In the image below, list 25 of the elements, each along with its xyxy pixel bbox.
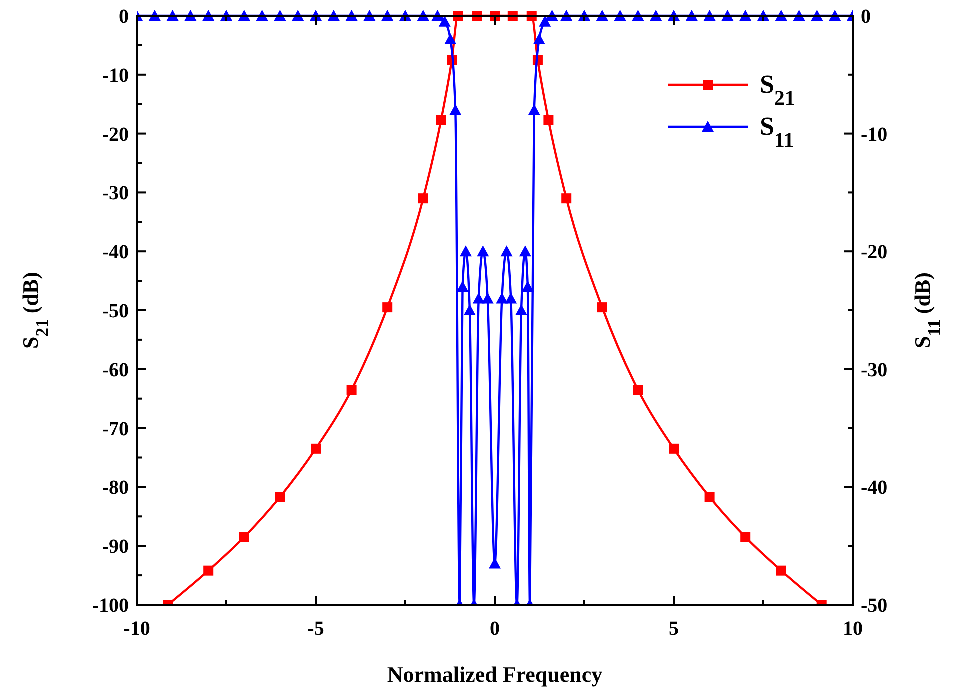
y-tick-label: -100	[92, 595, 129, 617]
y-tick-label: -80	[102, 477, 129, 500]
y-tick-label: 0	[119, 6, 129, 28]
x-axis-title: Normalized Frequency	[387, 662, 603, 687]
y2-tick-label: -40	[861, 477, 888, 500]
y-tick-label: -60	[102, 359, 129, 382]
y2-tick-label: -20	[861, 242, 888, 264]
x-tick-label: -5	[308, 618, 324, 640]
y-tick-label: -10	[102, 64, 129, 87]
y-tick-label: -90	[102, 536, 129, 558]
legend-label: S$_{21}$	[760, 70, 796, 110]
y-tick-label: -40	[102, 242, 129, 264]
y2-tick-label: 0	[861, 6, 871, 28]
y-tick-label: -30	[102, 182, 129, 205]
y-tick-label: -20	[102, 124, 129, 146]
x-tick-label: 5	[669, 618, 679, 640]
legend-label: S$_{11}$	[760, 112, 794, 152]
y2-tick-label: -10	[861, 124, 888, 146]
x-tick-label: 10	[843, 618, 863, 640]
y2-tick-label: -50	[861, 595, 888, 617]
y2-tick-label: -30	[861, 359, 888, 382]
x-tick-label: -10	[124, 618, 150, 640]
y-tick-label: -70	[102, 418, 129, 440]
y-tick-label: -50	[102, 300, 129, 322]
x-tick-label: 0	[490, 618, 500, 640]
